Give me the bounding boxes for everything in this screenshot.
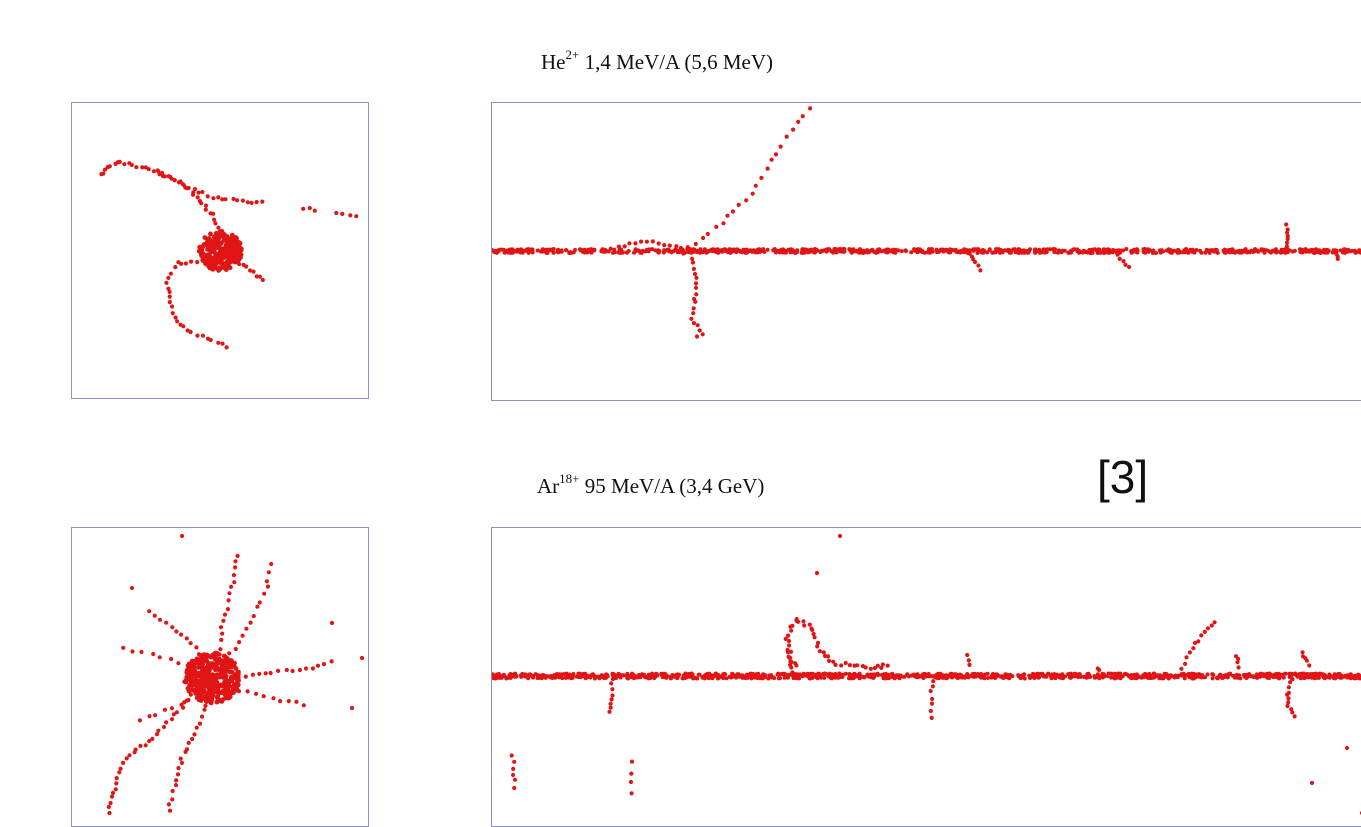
he-end-view-tracks <box>72 103 369 399</box>
ar-end-view-panel <box>71 527 369 827</box>
reference-label: [3] <box>1097 450 1148 504</box>
ar-side-view-tracks <box>492 528 1361 827</box>
he-side-view-panel <box>491 102 1361 401</box>
ion-charge-he: 2+ <box>566 47 580 62</box>
ion-symbol-he: He <box>541 50 566 74</box>
ar-end-view-tracks <box>72 528 369 827</box>
caption-ar: Ar18+ 95 MeV/A (3,4 GeV) <box>537 474 764 499</box>
caption-he: He2+ 1,4 MeV/A (5,6 MeV) <box>541 50 773 75</box>
he-end-view-panel <box>71 102 369 399</box>
ar-side-view-panel <box>491 527 1361 827</box>
ion-energy-ar: 95 MeV/A (3,4 GeV) <box>585 474 765 498</box>
ion-symbol-ar: Ar <box>537 474 559 498</box>
he-side-view-tracks <box>492 103 1361 401</box>
ion-charge-ar: 18+ <box>559 471 579 486</box>
ion-energy-he: 1,4 MeV/A (5,6 MeV) <box>585 50 773 74</box>
